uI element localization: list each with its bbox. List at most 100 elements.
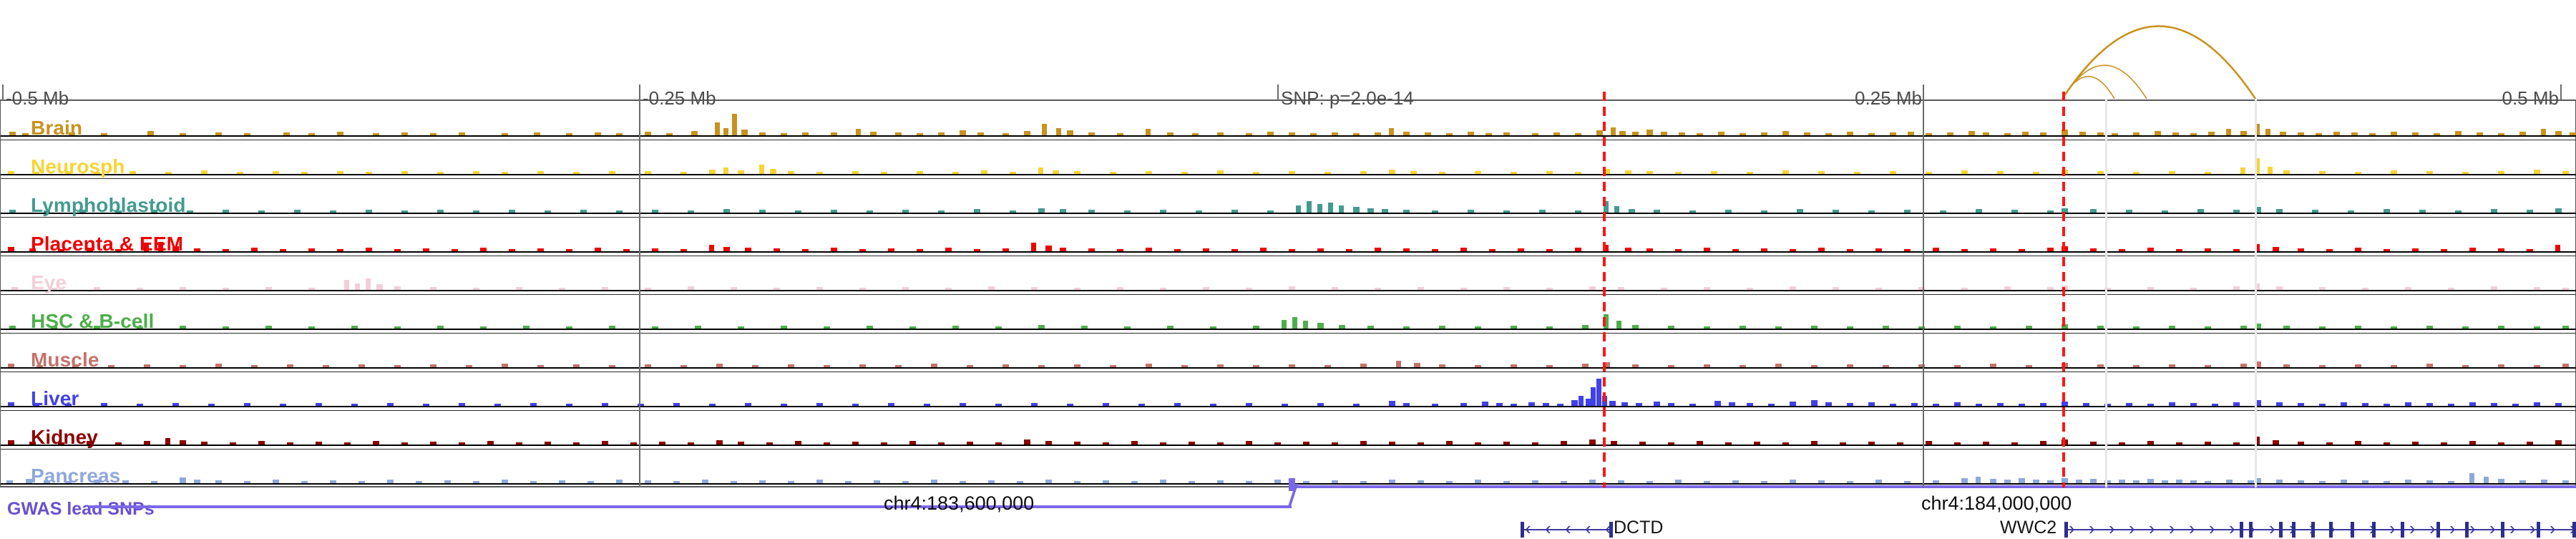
gene-exon: [2572, 522, 2576, 538]
axis-guide-line: [1923, 99, 1924, 487]
track-signal: [1, 373, 2576, 406]
track-baseline: [1, 251, 2576, 253]
signal-track-row[interactable]: Muscle: [1, 333, 2576, 372]
track-label: Kidney: [31, 426, 98, 448]
gene-exon: [2501, 522, 2504, 538]
track-baseline: [1, 329, 2576, 330]
gene-strand-arrow-icon: ›: [2189, 518, 2195, 539]
track-signal: [1, 102, 2576, 135]
gene-exon: [2436, 522, 2440, 538]
signal-track-row[interactable]: Eye: [1, 256, 2576, 294]
gene-strand-arrow-icon: ›: [2469, 518, 2476, 539]
signal-track-panel: Brain Neurosph Lymphoblastoid Placenta & EE…: [0, 99, 2576, 487]
gene-strand-arrow-icon: ›: [2209, 518, 2215, 539]
track-signal: [1, 412, 2576, 445]
gene-exon: [2311, 522, 2315, 538]
gene-strand-arrow-icon: ›: [2129, 518, 2135, 539]
gwas-track-label: GWAS lead SNPs: [7, 499, 155, 519]
gene-exon: [2064, 522, 2068, 538]
position-guide-line: [2105, 99, 2107, 487]
track-baseline: [1, 367, 2576, 369]
gene-strand-arrow-icon: ›: [2529, 518, 2536, 539]
gene-strand-arrow-icon: ›: [2229, 518, 2235, 539]
signal-track-row[interactable]: Placenta & EEM: [1, 217, 2576, 256]
gene-name-label[interactable]: DCTD: [1614, 518, 1664, 538]
gene-strand-arrow-icon: ‹: [1525, 518, 1531, 539]
gwas-track-line-right: [1294, 485, 2576, 488]
gene-body-track[interactable]: ‹ ‹ ‹ ‹ ‹: [1521, 518, 1613, 539]
signal-track-row[interactable]: Liver: [1, 372, 2576, 410]
gene-exon: [2292, 522, 2296, 538]
track-label: Neurosph: [31, 155, 125, 178]
axis-tick-label: -0.25 Mb: [643, 87, 716, 109]
gene-strand-arrow-icon: ›: [2169, 518, 2175, 539]
track-baseline: [1, 213, 2576, 214]
gene-strand-arrow-icon: ›: [2409, 518, 2416, 539]
gene-exon: [1521, 522, 1524, 538]
gene-strand-arrow-icon: ‹: [1605, 518, 1611, 539]
track-label: HSC & B-cell: [31, 310, 155, 332]
axis-tick-mark: [2, 84, 4, 100]
track-baseline: [1, 290, 2576, 291]
position-guide-line: [2255, 99, 2257, 487]
track-signal: [1, 180, 2576, 213]
gwas-lead-snp-marker[interactable]: [1289, 478, 1295, 491]
signal-track-row[interactable]: Brain: [1, 101, 2576, 140]
track-label: Brain: [31, 117, 83, 139]
signal-track-row[interactable]: Lymphoblastoid: [1, 178, 2576, 217]
signal-track-row[interactable]: Neurosph: [1, 140, 2576, 178]
track-baseline: [1, 174, 2576, 175]
axis-tick-label: SNP: p=2.0e-14: [1281, 87, 1414, 109]
gene-strand-arrow-icon: ›: [2550, 518, 2556, 539]
gene-strand-arrow-icon: ‹: [1545, 518, 1551, 539]
gene-exon: [2279, 522, 2283, 538]
track-signal: [1, 450, 2576, 483]
gene-exon: [2240, 522, 2243, 538]
snp-position-line: [1603, 92, 1606, 487]
axis-guide-line: [639, 99, 640, 487]
gene-strand-arrow-icon: ›: [2269, 518, 2275, 539]
signal-track-row[interactable]: Pancreas: [1, 449, 2576, 487]
track-label: Placenta & EEM: [31, 233, 184, 255]
gene-strand-arrow-icon: ›: [2389, 518, 2396, 539]
gene-exon: [2329, 522, 2333, 538]
track-label: Lymphoblastoid: [31, 194, 186, 216]
axis-tick-mark: [639, 84, 640, 100]
track-label: Eye: [31, 271, 67, 293]
gene-strand-arrow-icon: ›: [2449, 518, 2456, 539]
gene-exon: [2249, 522, 2253, 538]
track-baseline: [1, 135, 2576, 137]
gene-strand-arrow-icon: ›: [2109, 518, 2115, 539]
gene-strand-arrow-icon: ‹: [1585, 518, 1591, 539]
signal-track-row[interactable]: HSC & B-cell: [1, 294, 2576, 333]
gene-exon: [2372, 522, 2376, 538]
track-signal: [1, 257, 2576, 290]
gene-strand-arrow-icon: ›: [2149, 518, 2155, 539]
track-label: Muscle: [31, 349, 99, 371]
track-signal: [1, 141, 2576, 174]
track-label: Liver: [31, 387, 79, 409]
gene-strand-arrow-icon: ›: [2509, 518, 2516, 539]
track-label: Pancreas: [31, 465, 121, 487]
gene-exon: [2401, 522, 2404, 538]
gene-exon: [2351, 522, 2354, 538]
gene-strand-arrow-icon: ›: [2489, 518, 2496, 539]
track-signal: [1, 296, 2576, 329]
genomic-coordinate-label: chr4:184,000,000: [1921, 492, 2072, 514]
gene-name-label[interactable]: WWC2: [2000, 518, 2057, 538]
interaction-arc: [2061, 25, 2257, 99]
gene-exon: [1609, 522, 1613, 538]
track-signal: [1, 218, 2576, 251]
axis-tick-label: -0.5 Mb: [6, 87, 69, 109]
track-baseline: [1, 445, 2576, 446]
axis-tick-label: 0.25 Mb: [1855, 87, 1922, 109]
gene-exon: [2465, 522, 2469, 538]
axis-tick-mark: [1277, 84, 1279, 100]
axis-tick-mark: [2560, 84, 2562, 100]
gene-strand-arrow-icon: ‹: [1565, 518, 1571, 539]
gene-body-track[interactable]: ››››››››››››››››››››››››››: [2064, 518, 2576, 539]
secondary-position-line: [2062, 92, 2065, 487]
genomic-coordinate-label: chr4:183,600,000: [884, 492, 1035, 514]
signal-track-row[interactable]: Kidney: [1, 410, 2576, 449]
